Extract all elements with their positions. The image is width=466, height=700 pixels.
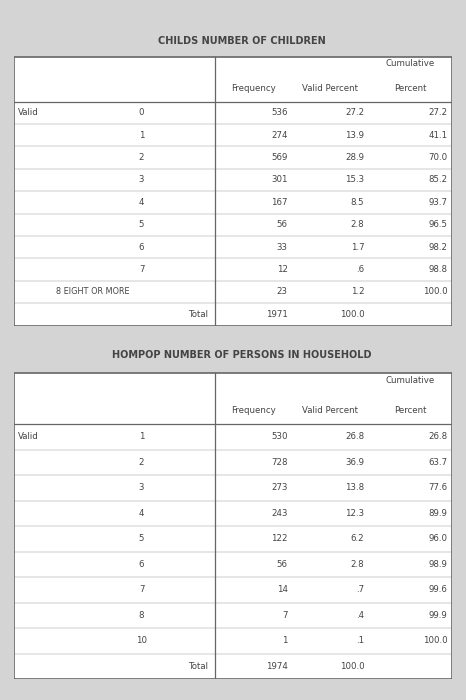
Text: 98.2: 98.2 [429, 243, 448, 251]
Text: 100.0: 100.0 [340, 310, 364, 319]
Text: CHILDS NUMBER OF CHILDREN: CHILDS NUMBER OF CHILDREN [158, 36, 326, 46]
Text: 13.8: 13.8 [345, 484, 364, 492]
Text: 26.8: 26.8 [345, 433, 364, 442]
Text: 273: 273 [271, 484, 288, 492]
Text: 27.2: 27.2 [429, 108, 448, 117]
Text: 274: 274 [271, 131, 288, 139]
Text: 28.9: 28.9 [345, 153, 364, 162]
Text: 569: 569 [271, 153, 288, 162]
Text: Cumulative: Cumulative [386, 60, 435, 69]
Text: 100.0: 100.0 [423, 288, 448, 296]
Text: 536: 536 [271, 108, 288, 117]
Text: 100.0: 100.0 [340, 662, 364, 671]
Text: 1: 1 [282, 636, 288, 645]
Text: Total: Total [189, 662, 209, 671]
Text: 99.9: 99.9 [429, 611, 448, 620]
Text: 96.0: 96.0 [429, 534, 448, 543]
Text: 530: 530 [271, 433, 288, 442]
Text: 13.9: 13.9 [345, 131, 364, 139]
Text: 1: 1 [139, 131, 144, 139]
Text: 0: 0 [139, 108, 144, 117]
Text: 243: 243 [271, 509, 288, 518]
Text: 7: 7 [282, 611, 288, 620]
Text: 301: 301 [271, 176, 288, 184]
Text: .1: .1 [356, 636, 364, 645]
Text: 1974: 1974 [266, 662, 288, 671]
Text: 8.5: 8.5 [351, 198, 364, 206]
Text: 70.0: 70.0 [429, 153, 448, 162]
Text: 2.8: 2.8 [351, 220, 364, 229]
Text: Valid: Valid [18, 433, 38, 442]
Text: 14: 14 [277, 585, 288, 594]
Text: 7: 7 [139, 265, 144, 274]
Text: 89.9: 89.9 [429, 509, 448, 518]
Text: 93.7: 93.7 [429, 198, 448, 206]
Text: 6: 6 [139, 560, 144, 569]
Text: Valid Percent: Valid Percent [302, 84, 358, 93]
Text: 2.8: 2.8 [351, 560, 364, 569]
Text: 5: 5 [139, 534, 144, 543]
Text: .7: .7 [356, 585, 364, 594]
Text: 12: 12 [277, 265, 288, 274]
Text: 36.9: 36.9 [345, 458, 364, 467]
Text: .4: .4 [356, 611, 364, 620]
Text: 728: 728 [271, 458, 288, 467]
Text: Total: Total [189, 310, 209, 319]
Text: 99.6: 99.6 [429, 585, 448, 594]
Text: Percent: Percent [394, 405, 427, 414]
Text: 15.3: 15.3 [345, 176, 364, 184]
Text: 85.2: 85.2 [429, 176, 448, 184]
Text: 26.8: 26.8 [429, 433, 448, 442]
Text: Valid: Valid [18, 108, 38, 117]
Text: 8: 8 [139, 611, 144, 620]
Text: Frequency: Frequency [232, 84, 276, 93]
Text: Percent: Percent [394, 84, 427, 93]
Text: 98.8: 98.8 [429, 265, 448, 274]
Text: HOMPOP NUMBER OF PERSONS IN HOUSEHOLD: HOMPOP NUMBER OF PERSONS IN HOUSEHOLD [112, 351, 371, 360]
Text: 1971: 1971 [266, 310, 288, 319]
Text: .6: .6 [356, 265, 364, 274]
Text: 2: 2 [139, 458, 144, 467]
Text: 41.1: 41.1 [429, 131, 448, 139]
Text: Valid Percent: Valid Percent [302, 405, 358, 414]
Text: 4: 4 [139, 198, 144, 206]
Text: 7: 7 [139, 585, 144, 594]
Text: 12.3: 12.3 [345, 509, 364, 518]
Text: 4: 4 [139, 509, 144, 518]
Text: 100.0: 100.0 [423, 636, 448, 645]
Text: 8 EIGHT OR MORE: 8 EIGHT OR MORE [55, 288, 129, 296]
Text: 23: 23 [277, 288, 288, 296]
Text: 1.2: 1.2 [351, 288, 364, 296]
Text: 1: 1 [139, 433, 144, 442]
Text: 56: 56 [277, 220, 288, 229]
Text: 63.7: 63.7 [429, 458, 448, 467]
Text: 2: 2 [139, 153, 144, 162]
Text: 3: 3 [139, 176, 144, 184]
Text: 6.2: 6.2 [351, 534, 364, 543]
Text: 1.7: 1.7 [351, 243, 364, 251]
Text: 96.5: 96.5 [429, 220, 448, 229]
Text: 33: 33 [277, 243, 288, 251]
Text: Cumulative: Cumulative [386, 377, 435, 386]
Text: 122: 122 [271, 534, 288, 543]
Text: 5: 5 [139, 220, 144, 229]
Text: 167: 167 [271, 198, 288, 206]
Text: Frequency: Frequency [232, 405, 276, 414]
Text: 6: 6 [139, 243, 144, 251]
Text: 27.2: 27.2 [345, 108, 364, 117]
Text: 10: 10 [136, 636, 147, 645]
Text: 77.6: 77.6 [429, 484, 448, 492]
Text: 56: 56 [277, 560, 288, 569]
Text: 3: 3 [139, 484, 144, 492]
Text: 98.9: 98.9 [429, 560, 448, 569]
